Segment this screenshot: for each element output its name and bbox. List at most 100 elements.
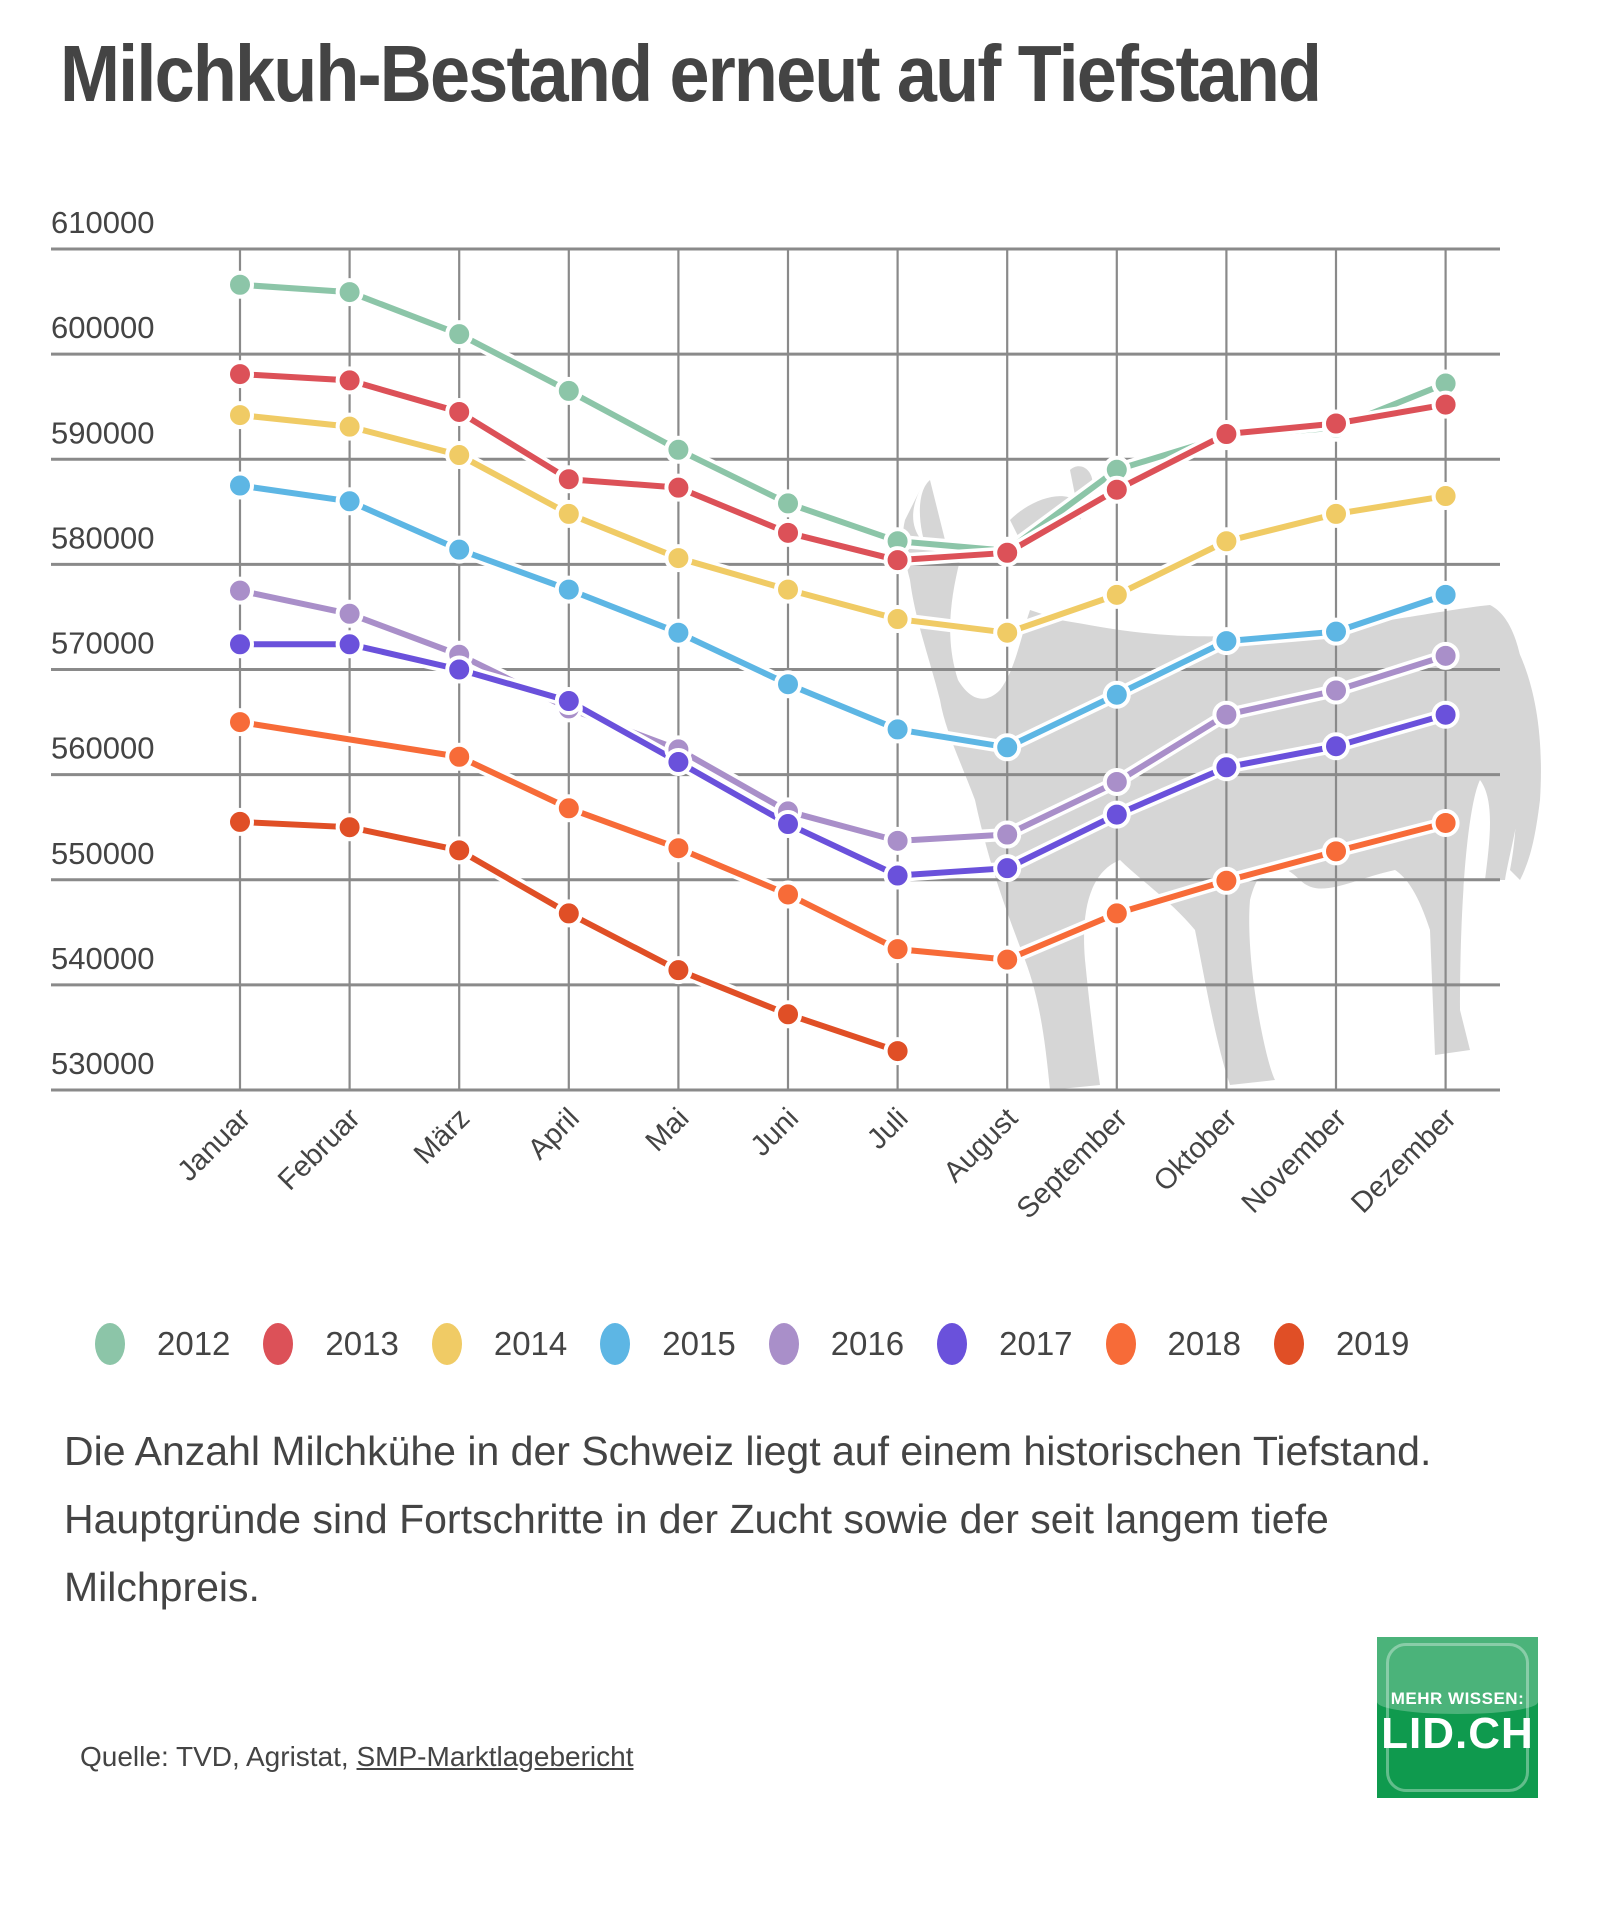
data-point-2014[interactable] bbox=[883, 605, 912, 634]
legend-item-2018[interactable]: 2018 bbox=[1105, 1323, 1241, 1365]
data-point-2014[interactable] bbox=[664, 544, 693, 573]
data-point-2018[interactable] bbox=[883, 935, 912, 964]
data-point-2017[interactable] bbox=[1102, 800, 1131, 829]
data-point-2013[interactable] bbox=[883, 546, 912, 575]
data-point-2017[interactable] bbox=[993, 854, 1022, 883]
data-point-2017[interactable] bbox=[1431, 700, 1460, 729]
data-point-2012[interactable] bbox=[445, 320, 474, 349]
data-point-2013[interactable] bbox=[774, 518, 802, 547]
data-point-2018[interactable] bbox=[445, 742, 474, 771]
data-point-2013[interactable] bbox=[1212, 420, 1241, 449]
x-tick-label: September bbox=[1011, 1102, 1134, 1225]
data-point-2012[interactable] bbox=[335, 278, 364, 307]
data-point-2014[interactable] bbox=[1322, 499, 1350, 528]
logo-frame bbox=[1386, 1643, 1529, 1792]
legend-item-2019[interactable]: 2019 bbox=[1273, 1323, 1409, 1365]
data-point-2012[interactable] bbox=[226, 270, 254, 299]
data-point-2017[interactable] bbox=[1322, 732, 1350, 761]
data-point-2013[interactable] bbox=[1102, 475, 1131, 504]
data-point-2014[interactable] bbox=[335, 412, 364, 441]
data-point-2015[interactable] bbox=[664, 618, 693, 647]
chart-title: Milchkuh-Bestand erneut auf Tiefstand bbox=[60, 29, 1322, 118]
data-point-2012[interactable] bbox=[774, 489, 802, 518]
data-point-2017[interactable] bbox=[554, 687, 583, 716]
data-point-2015[interactable] bbox=[774, 670, 802, 699]
data-point-2013[interactable] bbox=[1431, 390, 1460, 419]
data-point-2012[interactable] bbox=[554, 376, 583, 405]
data-point-2017[interactable] bbox=[774, 810, 802, 839]
data-point-2018[interactable] bbox=[554, 794, 583, 823]
y-tick-label: 580000 bbox=[51, 520, 154, 555]
data-point-2016[interactable] bbox=[226, 576, 254, 605]
x-tick-label: Mai bbox=[640, 1102, 696, 1158]
data-point-2014[interactable] bbox=[445, 441, 474, 470]
data-point-2015[interactable] bbox=[1212, 627, 1241, 656]
x-tick-label: Juli bbox=[861, 1102, 914, 1155]
data-point-2017[interactable] bbox=[1212, 753, 1241, 782]
data-point-2016[interactable] bbox=[1102, 767, 1131, 796]
data-point-2019[interactable] bbox=[445, 836, 474, 865]
legend-item-2012[interactable]: 2012 bbox=[95, 1323, 230, 1365]
data-point-2013[interactable] bbox=[993, 538, 1022, 567]
data-point-2018[interactable] bbox=[774, 880, 802, 909]
data-point-2015[interactable] bbox=[335, 487, 364, 516]
data-point-2015[interactable] bbox=[993, 733, 1022, 762]
data-point-2015[interactable] bbox=[445, 535, 474, 564]
legend-item-2014[interactable]: 2014 bbox=[431, 1323, 567, 1365]
data-point-2015[interactable] bbox=[883, 715, 912, 744]
data-point-2017[interactable] bbox=[335, 630, 364, 659]
data-point-2019[interactable] bbox=[664, 956, 693, 985]
data-point-2014[interactable] bbox=[1102, 580, 1131, 609]
data-point-2014[interactable] bbox=[226, 401, 254, 430]
data-point-2013[interactable] bbox=[1322, 409, 1350, 438]
data-point-2019[interactable] bbox=[883, 1037, 912, 1066]
data-point-2015[interactable] bbox=[1431, 580, 1460, 609]
data-point-2016[interactable] bbox=[993, 820, 1022, 849]
data-point-2016[interactable] bbox=[1212, 700, 1241, 729]
data-point-2016[interactable] bbox=[1431, 641, 1460, 670]
data-point-2019[interactable] bbox=[774, 1000, 802, 1029]
data-point-2014[interactable] bbox=[1212, 527, 1241, 556]
legend: 2012 2013 2014 2015 2016 2017 2018 2019 bbox=[95, 1323, 1442, 1365]
series-line-2013 bbox=[239, 371, 1447, 564]
data-point-2013[interactable] bbox=[445, 397, 474, 426]
data-point-2017[interactable] bbox=[883, 861, 912, 890]
data-point-2016[interactable] bbox=[1322, 676, 1350, 705]
data-point-2016[interactable] bbox=[335, 599, 364, 628]
data-point-2016[interactable] bbox=[883, 826, 912, 855]
data-point-2013[interactable] bbox=[664, 473, 693, 502]
data-point-2013[interactable] bbox=[554, 465, 583, 494]
data-point-2017[interactable] bbox=[226, 630, 254, 659]
legend-item-2016[interactable]: 2016 bbox=[768, 1323, 904, 1365]
data-point-2015[interactable] bbox=[554, 575, 583, 604]
data-point-2014[interactable] bbox=[554, 499, 583, 528]
data-point-2018[interactable] bbox=[1431, 808, 1460, 837]
data-point-2013[interactable] bbox=[335, 366, 364, 395]
data-point-2013[interactable] bbox=[226, 360, 254, 389]
data-point-2017[interactable] bbox=[664, 748, 693, 777]
data-point-2018[interactable] bbox=[993, 945, 1022, 974]
y-tick-label: 540000 bbox=[51, 941, 154, 976]
legend-item-2015[interactable]: 2015 bbox=[600, 1323, 736, 1365]
data-point-2014[interactable] bbox=[1431, 482, 1460, 511]
data-point-2015[interactable] bbox=[226, 471, 254, 500]
data-point-2012[interactable] bbox=[664, 435, 693, 464]
data-point-2015[interactable] bbox=[1102, 680, 1131, 709]
data-point-2018[interactable] bbox=[664, 834, 693, 863]
data-point-2019[interactable] bbox=[226, 807, 254, 836]
data-point-2017[interactable] bbox=[445, 655, 474, 684]
source-link[interactable]: SMP-Marktlagebericht bbox=[356, 1741, 634, 1772]
legend-item-2017[interactable]: 2017 bbox=[937, 1323, 1073, 1365]
data-point-2015[interactable] bbox=[1322, 617, 1350, 646]
data-point-2018[interactable] bbox=[1212, 866, 1241, 895]
data-point-2014[interactable] bbox=[774, 575, 802, 604]
lid-logo[interactable]: MEHR WISSEN: LID.CH bbox=[1377, 1637, 1538, 1798]
data-point-2014[interactable] bbox=[993, 618, 1022, 647]
data-point-2018[interactable] bbox=[1322, 837, 1350, 866]
y-tick-label: 530000 bbox=[51, 1046, 154, 1081]
data-point-2018[interactable] bbox=[1102, 899, 1131, 928]
data-point-2019[interactable] bbox=[335, 813, 364, 842]
data-point-2018[interactable] bbox=[226, 708, 254, 737]
data-point-2019[interactable] bbox=[554, 899, 583, 928]
legend-item-2013[interactable]: 2013 bbox=[263, 1323, 399, 1365]
